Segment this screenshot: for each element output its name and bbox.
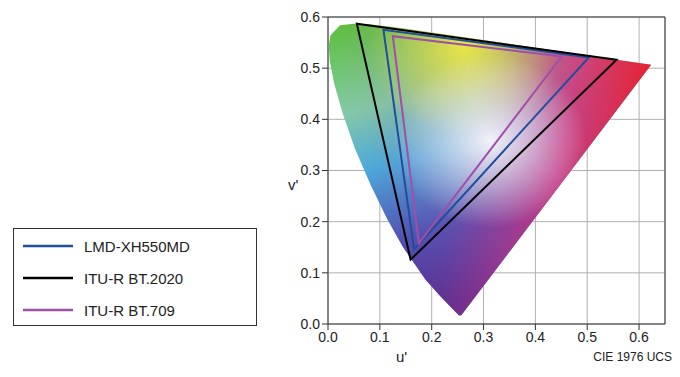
svg-text:0.0: 0.0 (318, 329, 338, 345)
html-text:CIE 1976 UCS: CIE 1976 UCS (593, 350, 672, 364)
svg-text:0.2: 0.2 (422, 329, 442, 345)
html-text:ITU-R BT.2020: ITU-R BT.2020 (84, 269, 184, 287)
svg-text:0.0: 0.0 (301, 316, 321, 332)
svg-text:0.6: 0.6 (301, 9, 321, 25)
svg-text:0.5: 0.5 (577, 329, 597, 345)
svg-text:0.4: 0.4 (301, 111, 321, 127)
svg-text:0.2: 0.2 (301, 214, 321, 230)
html-text:ITU-R BT.709: ITU-R BT.709 (84, 301, 175, 319)
svg-text:0.3: 0.3 (301, 162, 321, 178)
svg-text:0.1: 0.1 (370, 329, 390, 345)
svg-text:0.4: 0.4 (526, 329, 546, 345)
html-text:LMD-XH550MD: LMD-XH550MD (84, 237, 190, 255)
svg-text:0.1: 0.1 (301, 265, 321, 281)
svg-text:0.6: 0.6 (629, 329, 649, 345)
html-text:v': v' (288, 176, 299, 193)
svg-text:0.3: 0.3 (474, 329, 494, 345)
html-text:u': u' (396, 348, 408, 365)
svg-text:0.5: 0.5 (301, 60, 321, 76)
